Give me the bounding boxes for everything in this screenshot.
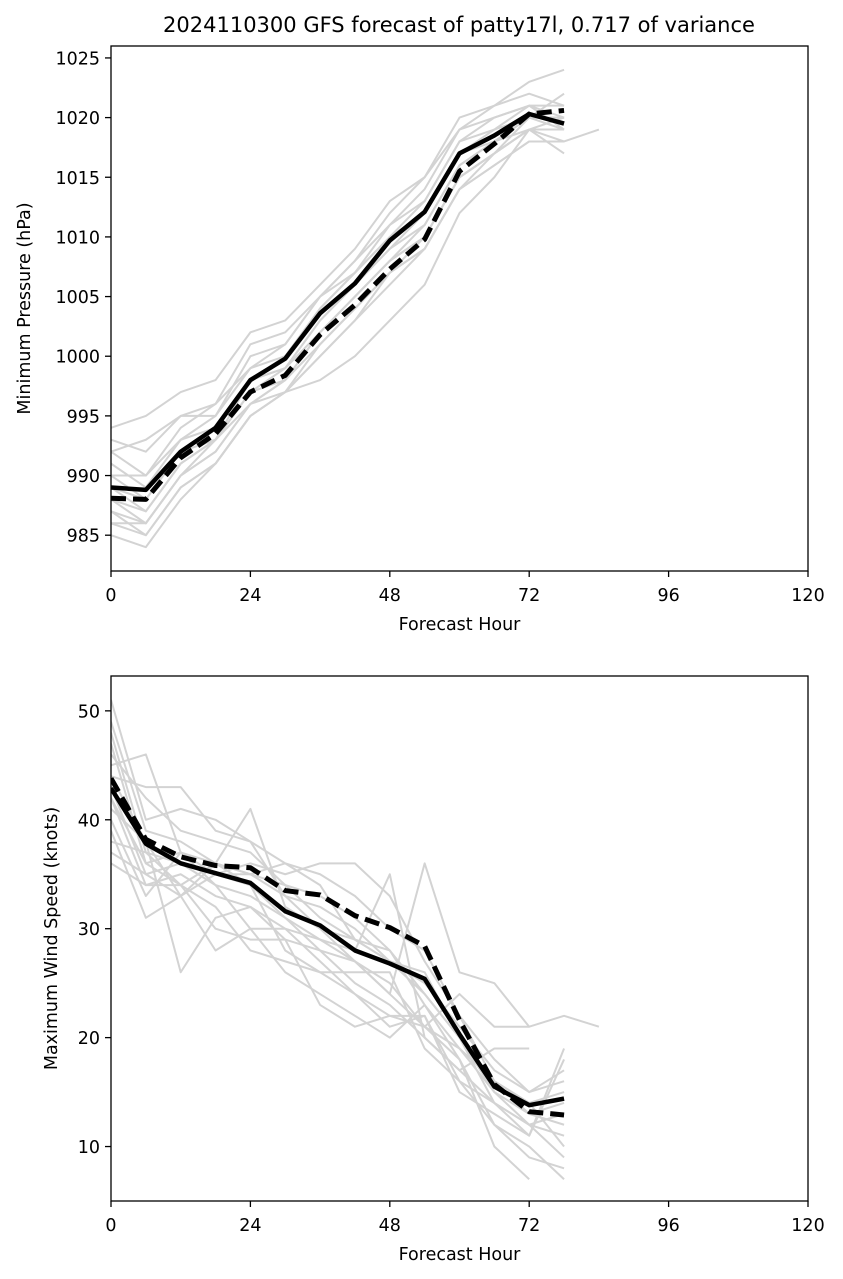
pressure-y-axis-label: Minimum Pressure (hPa) xyxy=(15,202,35,414)
pressure-mean-line xyxy=(111,111,565,493)
wind-x-axis-label: Forecast Hour xyxy=(399,1245,522,1265)
wind-y-tick-label-40: 40 xyxy=(78,811,100,831)
pressure-y-tick-label-1025: 1025 xyxy=(55,49,100,69)
wind-panel: 0 24 48 72 96 120 10 20 30 40 50 Forecast Hour Maxim… xyxy=(42,675,825,1265)
wind-member-line-2 xyxy=(111,721,565,1094)
pressure-axes-frame xyxy=(110,45,809,572)
pressure-member-line-5 xyxy=(111,116,565,489)
pressure-member-line-1 xyxy=(111,68,565,429)
wind-axes-frame xyxy=(110,675,809,1202)
pressure-y-tick-label-1020: 1020 xyxy=(55,109,100,129)
chart-title: 2024110300 GFS forecast of patty17l, 0.7… xyxy=(163,13,755,37)
wind-y-tick-label-10: 10 xyxy=(78,1138,100,1158)
pressure-y-tick-label-995: 995 xyxy=(67,407,100,427)
pressure-x-axis-label: Forecast Hour xyxy=(399,615,522,635)
wind-member-line-14 xyxy=(111,840,565,1137)
pressure-member-line-14 xyxy=(111,116,565,537)
pressure-y-tick-label-1010: 1010 xyxy=(55,228,100,248)
wind-x-tick-label-120: 120 xyxy=(791,1216,824,1236)
pressure-member-line-3 xyxy=(111,104,565,453)
wind-y-tick-label-20: 20 xyxy=(78,1029,100,1049)
wind-x-tick-label-96: 96 xyxy=(657,1216,679,1236)
wind-y-axis-label: Maximum Wind Speed (knots) xyxy=(42,807,62,1070)
pressure-x-tick-label-120: 120 xyxy=(791,586,824,606)
pressure-y-tick-label-1000: 1000 xyxy=(55,348,100,368)
wind-x-tick-label-0: 0 xyxy=(105,1216,116,1236)
pressure-x-tick-label-0: 0 xyxy=(105,586,116,606)
wind-dashed-line xyxy=(111,777,565,1118)
pressure-member-line-15 xyxy=(111,128,565,549)
wind-x-tick-label-48: 48 xyxy=(379,1216,401,1236)
pressure-y-tick-label-985: 985 xyxy=(67,527,100,547)
pressure-dashed-line xyxy=(111,107,565,502)
wind-x-tick-label-72: 72 xyxy=(518,1216,540,1236)
pressure-y-tick-label-1005: 1005 xyxy=(55,288,100,308)
wind-y-tick-label-30: 30 xyxy=(78,920,100,940)
pressure-x-tick-label-24: 24 xyxy=(239,586,261,606)
pressure-y-tick-label-990: 990 xyxy=(67,467,100,487)
wind-y-tick-label-50: 50 xyxy=(78,702,100,722)
wind-mean-line xyxy=(111,786,565,1108)
pressure-x-tick-label-48: 48 xyxy=(379,586,401,606)
wind-plot-area xyxy=(111,699,600,1180)
pressure-plot-area xyxy=(111,68,600,549)
wind-member-line-17 xyxy=(111,797,565,1137)
pressure-x-tick-label-96: 96 xyxy=(657,586,679,606)
pressure-member-line-16 xyxy=(111,92,565,525)
wind-x-tick-label-24: 24 xyxy=(239,1216,261,1236)
pressure-member-line-6 xyxy=(111,104,565,477)
pressure-panel: 0 24 48 72 96 120 985 990 995 1000 1005 1010 1015 102… xyxy=(15,45,825,635)
wind-member-line-16 xyxy=(111,862,565,1180)
pressure-x-tick-label-72: 72 xyxy=(518,586,540,606)
wind-member-line-15 xyxy=(111,851,530,1180)
pressure-y-tick-label-1015: 1015 xyxy=(55,169,100,189)
